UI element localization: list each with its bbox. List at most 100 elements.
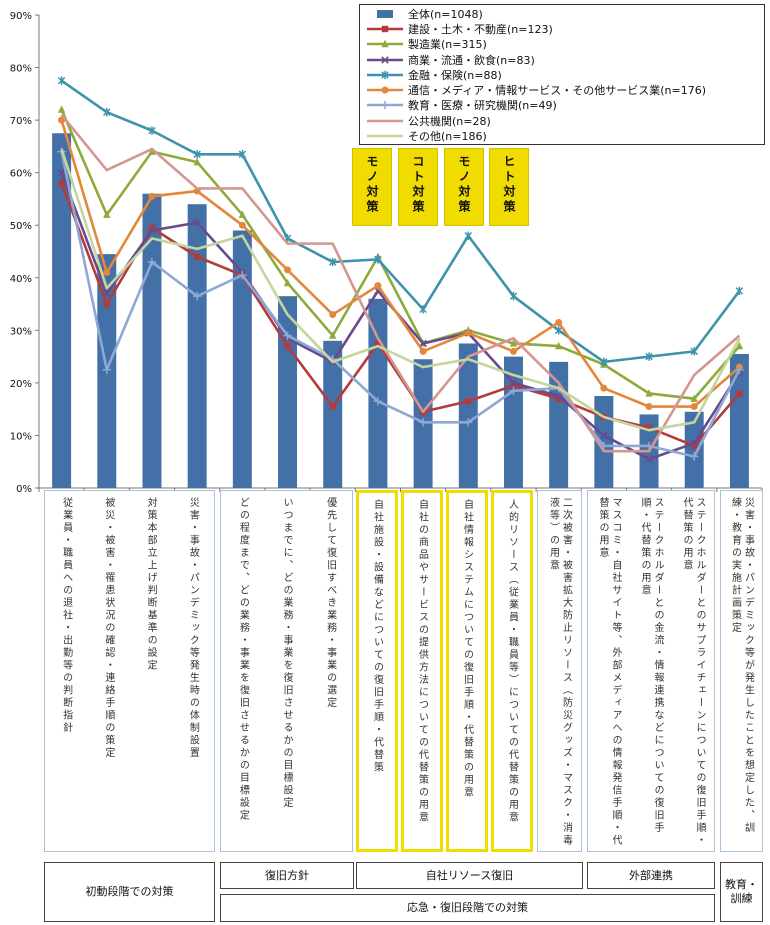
data-point [465, 398, 472, 405]
group-resources: 自社リソース復旧 [356, 862, 583, 889]
data-point [57, 105, 66, 113]
data-point [57, 168, 66, 177]
data-point [690, 439, 698, 448]
data-point [193, 157, 201, 166]
group-label: 自社リソース復旧 [425, 868, 514, 882]
data-point [284, 342, 291, 350]
y-tick-label: 30% [10, 326, 32, 337]
bar [549, 361, 569, 488]
data-point [103, 108, 111, 117]
data-point [192, 291, 202, 301]
series-line [60, 114, 741, 453]
legend-swatch [377, 9, 393, 18]
data-point [329, 311, 337, 319]
data-point [509, 339, 518, 347]
data-point [381, 40, 389, 48]
category-label: マスコミ・自社サイト等、外部メディアへの情報発信手順・代替策の用意 [597, 497, 621, 847]
data-point [691, 442, 698, 450]
y-tick-label: 90% [10, 11, 32, 22]
data-point [238, 210, 247, 218]
category-label: ステークホルダーとの金流・情報連携などについての復旧手順・代替策の用意 [639, 497, 663, 835]
y-tick-label: 0% [16, 484, 32, 495]
bar [684, 411, 704, 488]
legend-label: 公共機関(n=28) [408, 114, 491, 128]
category-group-external: ステークホルダーとのサプライチェーンについての復旧手順・代替策の用意 ステークホ… [587, 490, 715, 852]
tag-hito: ヒト対策 [489, 148, 529, 226]
data-point [600, 384, 608, 392]
data-point [148, 147, 156, 155]
legend-label: 教育・医療・研究機関(n=49) [408, 99, 557, 113]
y-tick-label: 80% [10, 64, 32, 75]
group-external: 外部連携 [587, 862, 715, 889]
data-point [735, 286, 744, 296]
legend-swatch [367, 55, 403, 64]
category-label: ステークホルダーとのサプライチェーンについての復旧手順・代替策の用意 [681, 497, 705, 847]
data-point [645, 403, 653, 411]
series-line [60, 119, 741, 408]
category-box-highlight: 人的リソース（従業員・職員等）についての代替策の用意 [491, 490, 533, 852]
series-line [60, 109, 741, 400]
tag-koto: コト対策 [398, 148, 438, 226]
y-tick-label: 70% [10, 116, 32, 127]
tag-mono-2: モノ対策 [444, 148, 484, 226]
category-label: 自社情報システムについての復旧手順・代替策の用意 [461, 499, 473, 799]
legend-label: 建設・土木・不動産(n=123) [408, 22, 553, 36]
category-group-policy: 優先して復旧すべき業務・事業の選定 いつまでに、どの業務・事業を復旧させるかの目… [220, 490, 353, 852]
group-label: 応急・復旧段階での対策 [407, 901, 528, 914]
data-point [600, 357, 608, 367]
legend-label: 商業・流通・飲食(n=83) [408, 53, 535, 67]
data-point [283, 278, 292, 287]
data-point [148, 192, 156, 200]
category-label: 災害・事故・パンデミック等発生時の体制設置 [187, 497, 199, 760]
legend-swatch [367, 134, 403, 138]
data-point [464, 418, 473, 427]
tag-label: モノ対策 [365, 155, 379, 215]
tag-mono-1: モノ対策 [352, 148, 392, 226]
data-point [509, 379, 518, 387]
tag-label: コト対策 [411, 155, 425, 215]
data-point [555, 318, 563, 326]
data-point [148, 224, 156, 232]
data-point [328, 257, 337, 267]
category-label: 被災・被害・罹患状況の確認・連絡手順の策定 [102, 497, 114, 760]
data-point [380, 101, 390, 110]
category-box: 二次被害・被害拡大防止リソース（防災グッズ・マスク・消毒液等）の用意 [537, 490, 582, 852]
legend-item: 通信・メディア・情報サービス・その他サービス業(n=176) [366, 82, 764, 97]
category-label: 対策本部立上げ判断基準の設定 [145, 497, 157, 672]
data-point [103, 289, 111, 298]
category-label: 従業員・職員への退社・出勤等の判断指針 [60, 497, 72, 735]
data-point [103, 300, 110, 308]
data-point [193, 253, 201, 260]
data-point [329, 331, 337, 339]
data-point [645, 389, 653, 397]
data-point [193, 218, 201, 227]
y-tick-label: 20% [10, 379, 32, 390]
bar [323, 340, 343, 488]
group-label: 初動段階での対策 [85, 885, 174, 898]
data-point [102, 365, 111, 374]
legend-swatch [367, 119, 403, 123]
y-tick-label: 50% [10, 221, 32, 232]
legend-label: 通信・メディア・情報サービス・その他サービス業(n=176) [408, 84, 706, 98]
data-point [554, 341, 563, 350]
category-label: 優先して復旧すべき業務・事業の選定 [324, 497, 336, 710]
data-point [238, 221, 246, 229]
bar [52, 133, 72, 488]
data-point [736, 390, 743, 397]
category-box: 災害・事故・パンデミック等が発生したことを想定した、訓練・教育の実施計画策定 [720, 490, 763, 852]
legend-swatch-bar [377, 9, 393, 18]
data-point [735, 365, 744, 374]
data-point [381, 25, 389, 33]
data-point [147, 257, 157, 267]
group-label: 教育・訓練 [725, 878, 758, 905]
legend-item: 教育・医療・研究機関(n=49) [366, 98, 764, 113]
data-point [645, 352, 653, 361]
data-point [103, 269, 111, 277]
bar [232, 230, 252, 488]
data-point [374, 255, 382, 264]
data-point [283, 331, 292, 340]
category-label: 人的リソース（従業員・職員等）についての代替策の用意 [506, 499, 518, 824]
data-point [373, 397, 383, 406]
legend-item: 商業・流通・飲食(n=83) [366, 52, 764, 67]
data-point [374, 340, 382, 347]
